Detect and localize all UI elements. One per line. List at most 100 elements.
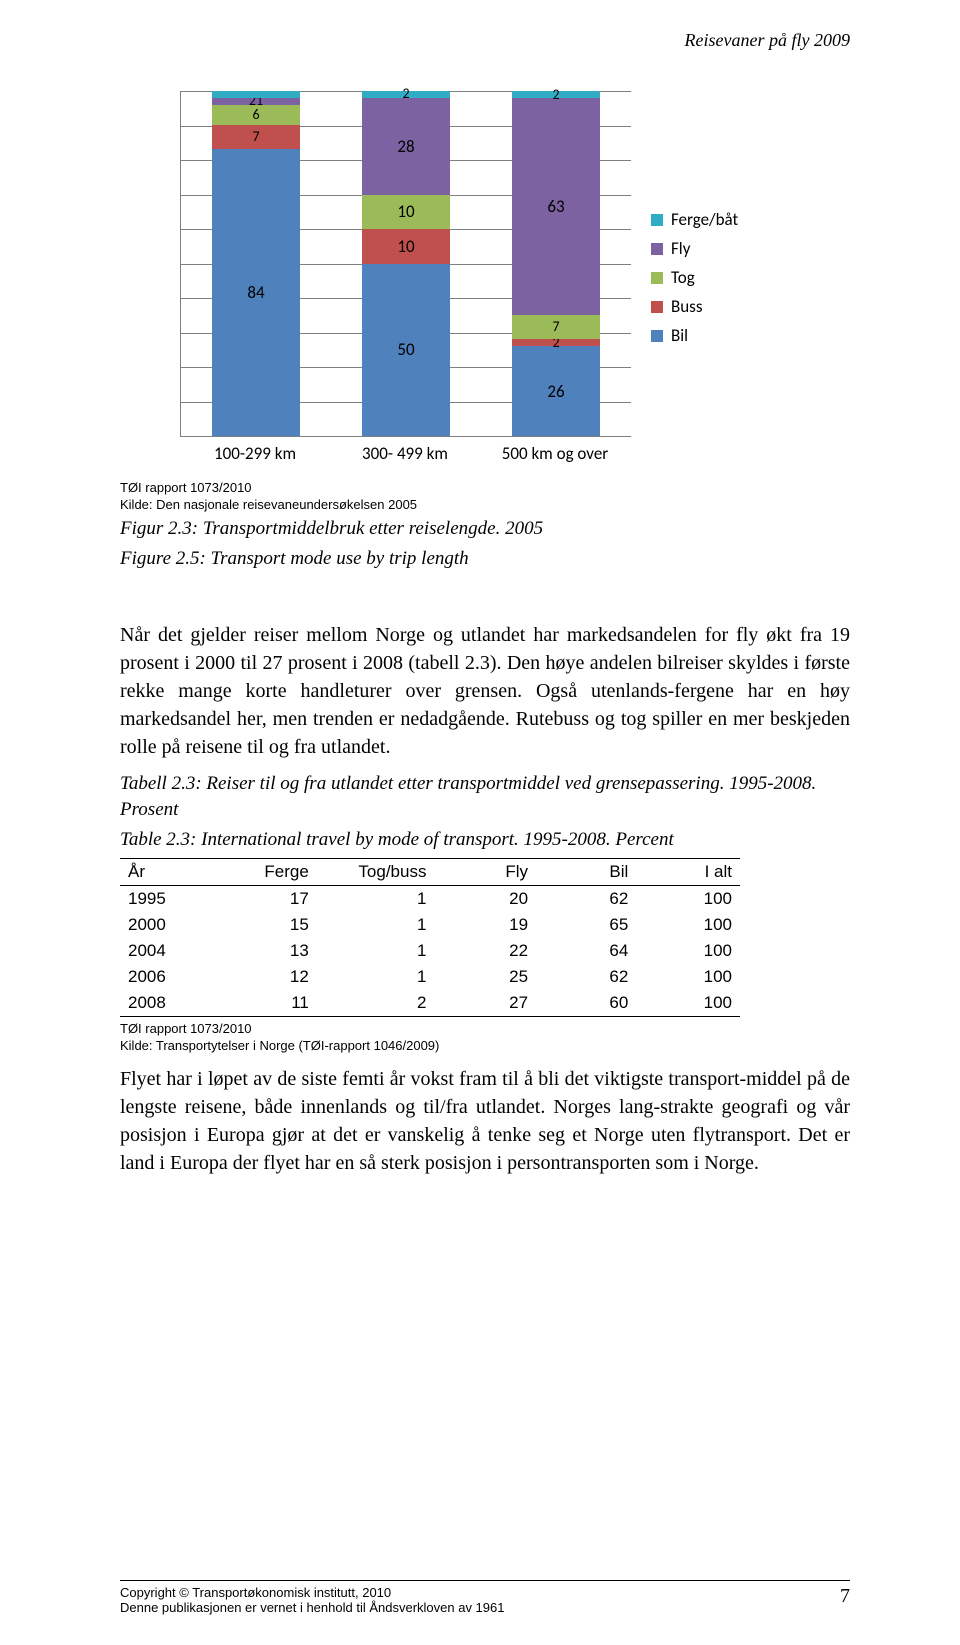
figure-caption-no: Figur 2.3: Transportmiddelbruk etter rei…	[120, 516, 850, 542]
table-cell: 100	[636, 886, 740, 913]
legend-label: Buss	[671, 296, 702, 317]
table-cell: 11	[208, 990, 317, 1017]
table-cell: 1	[317, 912, 435, 938]
segment-value-label: 7	[552, 320, 559, 334]
segment-value-label: 2	[402, 87, 409, 101]
table-header-cell: I alt	[636, 859, 740, 886]
table-cell: 1	[317, 964, 435, 990]
legend-label: Ferge/båt	[671, 209, 738, 230]
page-number: 7	[840, 1585, 850, 1615]
chart-plot: 0 %10 %20 %30 %40 %50 %60 %70 %80 %90 %1…	[120, 91, 631, 464]
table-source-line1: TØI rapport 1073/2010	[120, 1021, 850, 1036]
x-axis-label: 500 km og over	[495, 443, 615, 464]
legend-swatch	[651, 272, 663, 284]
table-cell: 17	[208, 886, 317, 913]
table-row: 20061212562100	[120, 964, 740, 990]
bar-segment-ferge: 2	[362, 91, 450, 98]
bar-segment-ferge	[212, 91, 300, 98]
segment-value-label: 6	[252, 108, 259, 122]
chart-legend: Ferge/båt Fly Tog Buss Bil	[651, 91, 738, 464]
legend-item-fly: Fly	[651, 238, 738, 259]
segment-value-label: 28	[397, 138, 414, 155]
figure-caption-en: Figure 2.5: Transport mode use by trip l…	[120, 546, 850, 572]
table-cell: 2008	[120, 990, 208, 1017]
table-cell: 62	[536, 886, 636, 913]
table-cell: 27	[434, 990, 536, 1017]
table-header-cell: Ferge	[208, 859, 317, 886]
table-source-line2: Kilde: Transportytelser i Norge (TØI-rap…	[120, 1038, 850, 1053]
bar-segment-bil: 26	[512, 346, 600, 436]
running-header: Reisevaner på fly 2009	[120, 30, 850, 51]
table-caption-no: Tabell 2.3: Reiser til og fra utlandet e…	[120, 771, 850, 822]
segment-value-label: 63	[547, 198, 564, 215]
legend-swatch	[651, 330, 663, 342]
bar-segment-tog: 10	[362, 195, 450, 230]
legend-swatch	[651, 214, 663, 226]
table-row: 20081122760100	[120, 990, 740, 1017]
bar-segment-tog: 7	[512, 315, 600, 339]
segment-value-label: 10	[397, 238, 414, 255]
segment-value-label: 84	[247, 284, 264, 301]
bar-segment-fly: 28	[362, 98, 450, 195]
table-header-cell: År	[120, 859, 208, 886]
segment-value-label: 7	[252, 130, 259, 144]
legend-item-tog: Tog	[651, 267, 738, 288]
chart-source-line1: TØI rapport 1073/2010	[120, 480, 850, 495]
legend-swatch	[651, 301, 663, 313]
legend-item-buss: Buss	[651, 296, 738, 317]
table-cell: 2004	[120, 938, 208, 964]
bar-segment-buss: 7	[212, 125, 300, 149]
bar-segment-bil: 50	[362, 264, 450, 437]
table-cell: 1995	[120, 886, 208, 913]
table-row: 20041312264100	[120, 938, 740, 964]
bar-segment-buss: 2	[512, 339, 600, 346]
segment-value-label: 10	[397, 203, 414, 220]
page: Reisevaner på fly 2009 0 %10 %20 %30 %40…	[0, 0, 960, 1645]
table-header-cell: Tog/buss	[317, 859, 435, 886]
table-header-cell: Bil	[536, 859, 636, 886]
table-cell: 15	[208, 912, 317, 938]
footer-copyright: Copyright © Transportøkonomisk institutt…	[120, 1585, 504, 1600]
bar-column: 50 10 10 28 2	[362, 91, 450, 436]
x-axis-label: 300- 499 km	[345, 443, 465, 464]
table-cell: 19	[434, 912, 536, 938]
x-axis-label: 100-299 km	[195, 443, 315, 464]
table-cell: 20	[434, 886, 536, 913]
legend-label: Tog	[671, 267, 695, 288]
table-cell: 100	[636, 990, 740, 1017]
table-cell: 62	[536, 964, 636, 990]
bar-column: 2627632	[512, 91, 600, 436]
y-axis: 0 %10 %20 %30 %40 %50 %60 %70 %80 %90 %1…	[120, 91, 180, 436]
legend-label: Bil	[671, 325, 688, 346]
table-cell: 13	[208, 938, 317, 964]
table-row: 19951712062100	[120, 886, 740, 913]
legend-swatch	[651, 243, 663, 255]
paragraph-2: Flyet har i løpet av de siste femti år v…	[120, 1065, 850, 1177]
table-cell: 2	[317, 990, 435, 1017]
table-cell: 65	[536, 912, 636, 938]
segment-value-label: 50	[397, 341, 414, 358]
table-cell: 1	[317, 938, 435, 964]
transport-table: ÅrFergeTog/bussFlyBilI alt 1995171206210…	[120, 858, 740, 1017]
table-cell: 22	[434, 938, 536, 964]
table-row: 20001511965100	[120, 912, 740, 938]
footer-license: Denne publikasjonen er vernet i henhold …	[120, 1600, 504, 1615]
x-axis-labels: 100-299 km 300- 499 km 500 km og over	[180, 437, 630, 464]
segment-value-label: 2	[552, 88, 559, 102]
table-body: 1995171206210020001511965100200413122641…	[120, 886, 740, 1017]
bar-segment-fly: 63	[512, 98, 600, 315]
bar-column: 84 7 6 21	[212, 91, 300, 436]
table-cell: 2006	[120, 964, 208, 990]
page-footer: Copyright © Transportøkonomisk institutt…	[120, 1580, 850, 1615]
legend-label: Fly	[671, 238, 690, 259]
legend-item-bil: Bil	[651, 325, 738, 346]
table-cell: 1	[317, 886, 435, 913]
table-header-cell: Fly	[434, 859, 536, 886]
bar-segment-fly: 21	[212, 98, 300, 105]
plot-area: 8476215010102822627632	[180, 91, 631, 437]
table-cell: 2000	[120, 912, 208, 938]
table-cell: 60	[536, 990, 636, 1017]
legend-item-ferge: Ferge/båt	[651, 209, 738, 230]
table-cell: 64	[536, 938, 636, 964]
table-cell: 12	[208, 964, 317, 990]
